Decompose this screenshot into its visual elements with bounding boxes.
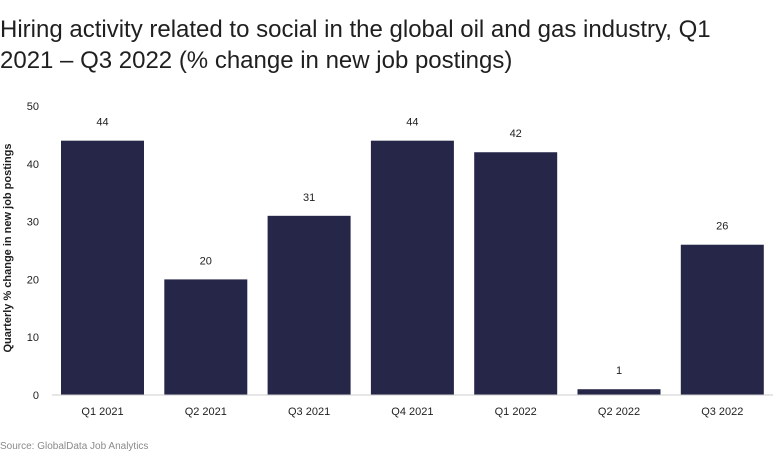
bar [577, 389, 661, 395]
x-tick-label: Q3 2022 [701, 406, 743, 418]
source-note: Source: GlobalData Job Analytics [0, 441, 149, 452]
x-tick-label: Q3 2021 [288, 406, 330, 418]
y-tick-label: 50 [27, 101, 39, 113]
y-tick-label: 0 [33, 390, 39, 402]
bar [474, 152, 558, 395]
bar [267, 215, 351, 395]
chart-title: Hiring activity related to social in the… [0, 16, 711, 74]
y-tick-label: 30 [27, 217, 39, 229]
x-tick-label: Q1 2022 [495, 406, 537, 418]
data-label: 20 [200, 255, 212, 267]
y-tick-label: 40 [27, 159, 39, 171]
y-tick-label: 10 [27, 332, 39, 344]
bar [680, 244, 764, 395]
y-axis-ticks: 0 10 20 30 40 50 [27, 101, 39, 402]
y-axis-label: Quarterly % change in new job postings [2, 143, 14, 352]
bar [370, 140, 454, 395]
data-label: 26 [716, 221, 728, 233]
data-label: 44 [96, 117, 108, 129]
x-tick-label: Q2 2021 [185, 406, 227, 418]
x-tick-label: Q2 2022 [598, 406, 640, 418]
data-label: 1 [616, 365, 622, 377]
bar [61, 140, 144, 395]
bars-group [61, 140, 764, 395]
data-label: 42 [510, 128, 522, 140]
bar [164, 279, 248, 395]
y-tick-label: 20 [27, 274, 39, 286]
x-tick-label: Q4 2021 [391, 406, 433, 418]
x-axis-ticks: Q1 2021 Q2 2021 Q3 2021 Q4 2021 Q1 2022 Q2 20… [81, 406, 743, 418]
data-labels-group: 44 20 31 44 42 1 26 [96, 117, 728, 378]
data-label: 44 [406, 117, 418, 129]
x-tick-label: Q1 2021 [81, 406, 123, 418]
data-label: 31 [303, 192, 315, 204]
